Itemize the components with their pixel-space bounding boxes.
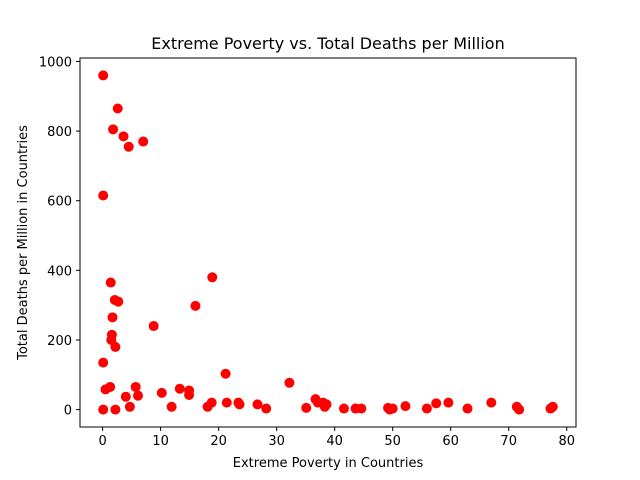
data-point: [400, 401, 411, 412]
x-tick-label: 0: [98, 434, 106, 449]
points-layer: [98, 70, 558, 415]
data-point: [105, 277, 116, 288]
y-tick-label: 600: [47, 195, 72, 210]
x-tick-label: 60: [442, 434, 459, 449]
data-point: [547, 401, 558, 412]
y-tick-label: 800: [47, 125, 72, 140]
data-point: [108, 124, 119, 135]
data-point: [133, 390, 144, 401]
data-point: [98, 70, 109, 81]
data-point: [98, 357, 109, 368]
data-point: [148, 321, 159, 332]
y-tick-label: 1000: [39, 55, 72, 70]
data-point: [138, 136, 149, 147]
y-tick-label: 0: [64, 404, 72, 419]
data-point: [356, 403, 367, 414]
data-point: [106, 329, 117, 340]
data-point: [110, 341, 121, 352]
data-point: [221, 397, 232, 408]
data-point: [124, 401, 135, 412]
data-point: [206, 397, 217, 408]
x-tick-label: 10: [152, 434, 169, 449]
x-tick-label: 70: [500, 434, 517, 449]
data-point: [190, 300, 201, 311]
y-axis-ticks: 0 200 400 600 800 1000: [39, 55, 80, 419]
data-point: [156, 387, 167, 398]
x-tick-label: 30: [268, 434, 285, 449]
x-tick-label: 40: [326, 434, 343, 449]
plot-frame: [79, 57, 577, 428]
y-tick-label: 200: [47, 334, 72, 349]
data-point: [431, 398, 442, 409]
data-point: [462, 403, 473, 414]
data-point: [98, 190, 109, 201]
data-point: [184, 389, 195, 400]
data-point: [123, 141, 134, 152]
data-point: [166, 401, 177, 412]
x-tick-label: 50: [384, 434, 401, 449]
data-point: [443, 397, 454, 408]
data-point: [112, 103, 123, 114]
data-point: [387, 403, 398, 414]
data-point: [514, 404, 525, 415]
data-point: [252, 399, 263, 410]
data-point: [421, 403, 432, 414]
data-point: [105, 381, 116, 392]
data-point: [120, 391, 131, 402]
data-point: [486, 397, 497, 408]
data-point: [261, 403, 272, 414]
data-point: [110, 404, 121, 415]
data-point: [207, 272, 218, 283]
x-axis-ticks: 0 10 20 30 40 50 60 70 80: [98, 427, 575, 449]
data-point: [107, 312, 118, 323]
data-point: [321, 399, 332, 410]
x-axis-label: Extreme Poverty in Countries: [233, 456, 424, 471]
data-point: [284, 377, 295, 388]
data-point: [118, 131, 129, 142]
y-tick-label: 400: [47, 264, 72, 279]
data-point: [338, 403, 349, 414]
x-tick-label: 80: [558, 434, 575, 449]
data-point: [113, 296, 124, 307]
data-point: [174, 383, 185, 394]
data-point: [301, 402, 312, 413]
data-point: [220, 368, 231, 379]
data-point: [98, 404, 109, 415]
y-axis-label: Total Deaths per Million in Countries: [16, 125, 31, 361]
data-point: [234, 399, 245, 410]
chart-title: Extreme Poverty vs. Total Deaths per Mil…: [151, 34, 504, 53]
x-tick-label: 20: [210, 434, 227, 449]
data-point: [130, 381, 141, 392]
